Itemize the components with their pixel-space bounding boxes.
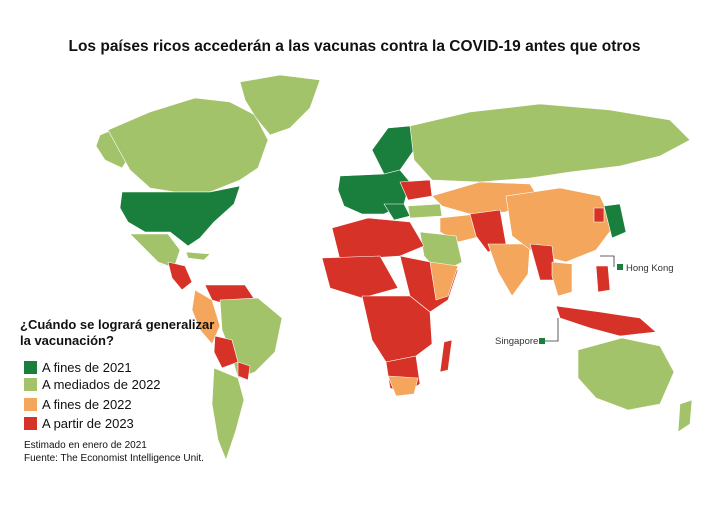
region-australia: [577, 337, 675, 411]
region-brazil: [219, 297, 283, 379]
legend-item-late-2022: A fines de 2022: [24, 396, 132, 412]
legend-swatch: [24, 416, 37, 430]
region-korea-japan: [603, 203, 627, 239]
region-central-america: [167, 261, 193, 291]
legend-label: A partir de 2023: [42, 415, 134, 431]
legend-label: A mediados de 2022: [42, 376, 161, 392]
legend-swatch: [24, 397, 37, 411]
legend-swatch: [24, 377, 37, 391]
hong-kong-marker: [617, 264, 623, 270]
region-southeast-asia: [551, 261, 573, 297]
region-west-africa: [321, 255, 399, 299]
region-canada: [107, 97, 269, 193]
region-colombia-peru: [191, 289, 221, 345]
region-china: [505, 187, 615, 263]
region-central-africa: [361, 295, 433, 363]
region-greenland: [239, 74, 321, 136]
region-philippines: [595, 265, 611, 293]
region-horn-africa: [429, 261, 459, 301]
legend-label: A fines de 2021: [42, 359, 132, 375]
source-note: Fuente: The Economist Intelligence Unit.: [24, 453, 204, 464]
region-indonesia: [555, 305, 657, 337]
region-scandinavia: [371, 125, 415, 175]
legend-item-from-2023: A partir de 2023: [24, 415, 134, 431]
region-bolivia: [213, 335, 239, 369]
estimate-note: Estimado en enero de 2021: [24, 440, 147, 451]
region-argentina-chile: [211, 367, 245, 461]
region-north-africa: [331, 217, 425, 261]
region-turkey: [407, 203, 443, 219]
legend-title: ¿Cuándo se logrará generalizar la vacuna…: [20, 317, 215, 348]
legend-label: A fines de 2022: [42, 396, 132, 412]
region-north-korea: [593, 207, 605, 223]
region-india: [487, 243, 531, 297]
singapore-marker: [539, 338, 545, 344]
legend-swatch: [24, 360, 37, 374]
legend-item-mid-2022: A mediados de 2022: [24, 376, 161, 392]
region-cuba: [185, 251, 211, 261]
region-new-zealand: [677, 399, 693, 433]
legend-item-late-2021: A fines de 2021: [24, 359, 132, 375]
hong-kong-label: Hong Kong: [626, 263, 674, 274]
region-madagascar: [439, 339, 453, 373]
region-russia: [409, 103, 691, 183]
region-south-africa: [387, 375, 419, 397]
region-usa: [119, 185, 241, 247]
singapore-label: Singapore: [495, 336, 539, 347]
map-title: Los países ricos accederán a las vacunas…: [68, 38, 641, 55]
region-paraguay: [237, 361, 251, 381]
